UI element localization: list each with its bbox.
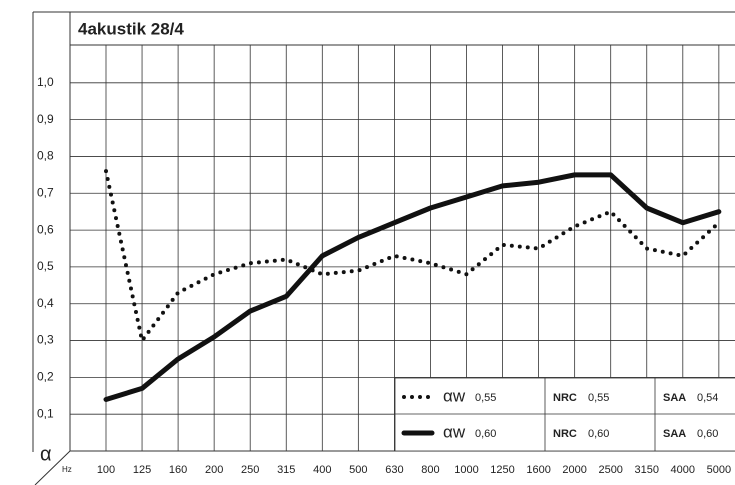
- legend-nrc-value: 0,60: [588, 428, 609, 440]
- y-tick-label: 0,4: [37, 296, 54, 310]
- legend-saa-value: 0,60: [697, 428, 718, 440]
- x-tick-label: 500: [349, 464, 367, 476]
- y-tick-label: 0,2: [37, 370, 54, 384]
- x-tick-label: 5000: [707, 464, 731, 476]
- y-tick-label: 0,6: [37, 222, 54, 236]
- x-tick-label: 250: [241, 464, 259, 476]
- y-tick-label: 0,5: [37, 259, 54, 273]
- x-tick-label: 315: [277, 464, 295, 476]
- x-tick-label: 800: [421, 464, 439, 476]
- y-tick-label: 0,7: [37, 185, 54, 199]
- x-tick-label: 1600: [526, 464, 550, 476]
- legend-nrc-label: NRC: [553, 428, 577, 440]
- legend-value: 0,55: [475, 392, 496, 404]
- x-tick-label: 400: [313, 464, 331, 476]
- legend-label: αw: [443, 386, 466, 405]
- y-tick-label: 0,8: [37, 149, 54, 163]
- x-tick-label: 4000: [671, 464, 695, 476]
- y-tick-label: 0,9: [37, 112, 54, 126]
- x-tick-label: 200: [205, 464, 223, 476]
- legend-value: 0,60: [475, 428, 496, 440]
- x-tick-label: 2500: [598, 464, 622, 476]
- x-axis-label: Hz: [62, 465, 72, 474]
- corner-diagonal: [34, 450, 71, 485]
- legend-saa-label: SAA: [663, 392, 686, 404]
- y-tick-label: 1,0: [37, 75, 54, 89]
- x-tick-label: 1250: [490, 464, 514, 476]
- legend-label: αw: [443, 422, 466, 441]
- series-line: [103, 172, 722, 402]
- x-tick-label: 160: [169, 464, 187, 476]
- legend-nrc-label: NRC: [553, 392, 577, 404]
- legend-saa-label: SAA: [663, 428, 686, 440]
- x-tick-label: 3150: [635, 464, 659, 476]
- x-tick-label: 630: [385, 464, 403, 476]
- series-line: [104, 169, 721, 343]
- legend-nrc-value: 0,55: [588, 392, 609, 404]
- x-tick-label: 1000: [454, 464, 478, 476]
- chart-title: 4akustik 28/4: [78, 19, 184, 38]
- y-axis-label: α: [40, 443, 52, 465]
- legend-box: [394, 377, 735, 452]
- y-tick-label: 0,3: [37, 333, 54, 347]
- x-tick-label: 125: [133, 464, 151, 476]
- legend-saa-value: 0,54: [697, 392, 718, 404]
- y-tick-label: 0,1: [37, 406, 54, 420]
- title-bar: [69, 11, 735, 46]
- x-tick-label: 2000: [562, 464, 586, 476]
- x-tick-label: 100: [97, 464, 115, 476]
